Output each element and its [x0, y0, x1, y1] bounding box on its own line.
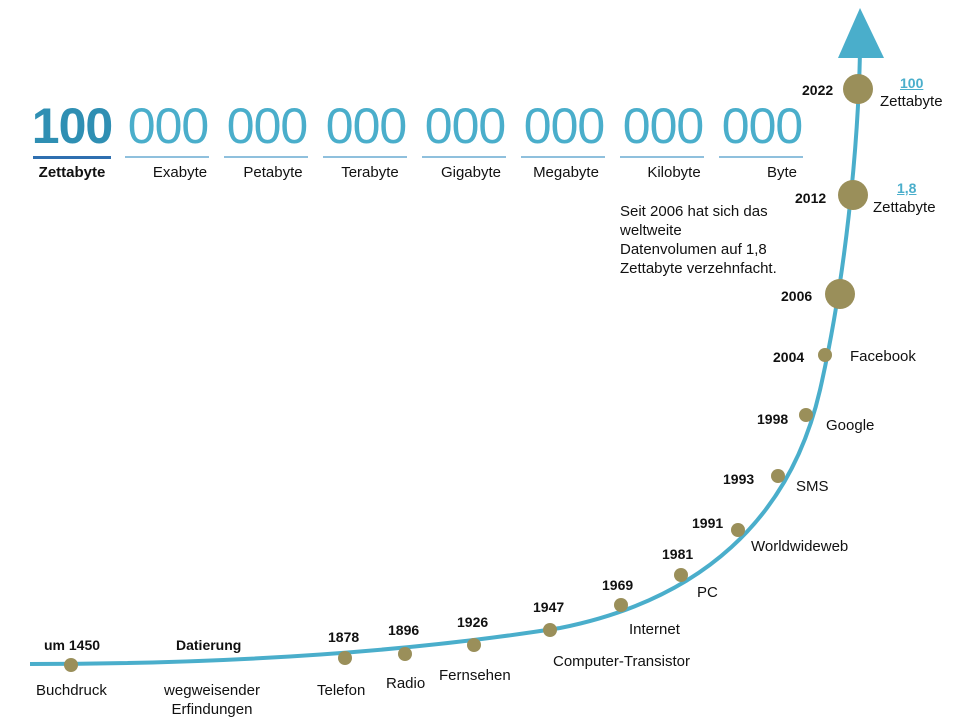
dot-2006: [825, 279, 855, 309]
dot-1981: [674, 568, 688, 582]
timeline-curve: [29, 51, 862, 666]
unit-label-megabyte: Megabyte: [533, 164, 599, 181]
invention-label-internet: Internet: [629, 621, 680, 638]
invention-label-sms: SMS: [796, 478, 829, 495]
dot-1998: [799, 408, 813, 422]
digit-group-kilobyte: 000: [622, 98, 704, 154]
scale-rule: [521, 156, 605, 158]
dot-1450: [64, 658, 78, 672]
digit-group-gigabyte: 000: [424, 98, 506, 154]
scale-rule: [224, 156, 308, 158]
dot-1878: [338, 651, 352, 665]
invention-label-buchdruck: Buchdruck: [36, 682, 107, 699]
dot-1969: [614, 598, 628, 612]
year-label-2022: 2022: [802, 82, 834, 98]
volume-2012-value: 1,8: [897, 180, 917, 196]
invention-label-wegweisender-erfindungen: wegweisender Erfindungen: [164, 682, 260, 718]
invention-label-computer-transistor: Computer-Transistor: [553, 653, 690, 670]
digit-group-megabyte: 000: [523, 98, 605, 154]
scale-rule: [323, 156, 407, 158]
year-label-1998: 1998: [757, 411, 789, 427]
unit-label-byte: Byte: [766, 164, 797, 181]
year-label-1896: 1896: [388, 622, 420, 638]
year-label-1878: 1878: [328, 629, 360, 645]
scale-rule: [33, 156, 111, 159]
digit-group-zettabyte: 100: [31, 98, 113, 154]
invention-label-google: Google: [826, 417, 875, 434]
digit-group-exabyte: 000: [127, 98, 209, 154]
invention-label-facebook: Facebook: [850, 348, 916, 365]
invention-label-pc: PC: [697, 584, 718, 601]
unit-label-terabyte: Terabyte: [341, 164, 399, 181]
scale-rule: [125, 156, 209, 158]
invention-label-telefon: Telefon: [317, 682, 366, 699]
digit-group-petabyte: 000: [226, 98, 308, 154]
invention-label-fernsehen: Fernsehen: [439, 667, 511, 684]
dot-1991: [731, 523, 745, 537]
year-label-2006: 2006: [781, 288, 813, 304]
scale-rule: [422, 156, 506, 158]
unit-label-zettabyte: Zettabyte: [38, 164, 106, 181]
year-label-1991: 1991: [692, 515, 724, 531]
volume-2012-unit: Zettabyte: [873, 199, 936, 216]
year-label-2004: 2004: [773, 349, 805, 365]
scale-rule: [719, 156, 803, 158]
dot-2022: [843, 74, 873, 104]
year-label-1969: 1969: [602, 577, 634, 593]
year-label-1993: 1993: [723, 471, 755, 487]
growth-note: Seit 2006 hat sich das weltweite Datenvo…: [620, 203, 777, 277]
volume-2022-value: 100: [900, 75, 924, 91]
year-label-2012: 2012: [795, 190, 827, 206]
column-header-datierung: Datierung: [176, 637, 242, 653]
unit-label-exabyte: Exabyte: [152, 164, 208, 181]
arrow-head-icon: [838, 8, 884, 58]
year-label-1947: 1947: [533, 599, 565, 615]
invention-label-radio: Radio: [386, 675, 426, 692]
dot-1993: [771, 469, 785, 483]
dot-1926: [467, 638, 481, 652]
dot-1896: [398, 647, 412, 661]
year-label-1450: um 1450: [44, 637, 101, 653]
dot-2004: [818, 348, 832, 362]
dot-1947: [543, 623, 557, 637]
unit-label-gigabyte: Gigabyte: [440, 164, 502, 181]
unit-label-kilobyte: Kilobyte: [647, 164, 701, 181]
scale-rule: [620, 156, 704, 158]
year-label-1926: 1926: [457, 614, 489, 630]
digit-group-byte: 000: [721, 98, 803, 154]
unit-label-petabyte: Petabyte: [243, 164, 303, 181]
volume-2022-unit: Zettabyte: [880, 93, 943, 110]
invention-label-worldwideweb: Worldwideweb: [751, 538, 849, 555]
dot-2012: [838, 180, 868, 210]
year-label-1981: 1981: [662, 546, 694, 562]
digit-group-terabyte: 000: [325, 98, 407, 154]
